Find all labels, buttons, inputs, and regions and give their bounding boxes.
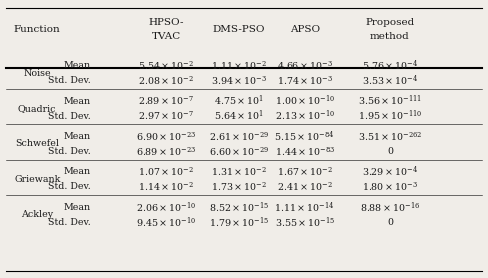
Text: $2.61\times10^{-29}$: $2.61\times10^{-29}$ (209, 130, 269, 143)
Text: TVAC: TVAC (151, 32, 181, 41)
Text: method: method (370, 32, 410, 41)
Text: HPSO-: HPSO- (148, 18, 184, 27)
Text: Std. Dev.: Std. Dev. (48, 111, 91, 121)
Text: $1.73\times10^{-2}$: $1.73\times10^{-2}$ (211, 180, 267, 193)
Text: $2.97\times10^{-7}$: $2.97\times10^{-7}$ (138, 110, 194, 122)
Text: $1.67\times10^{-2}$: $1.67\times10^{-2}$ (277, 166, 333, 178)
Text: Proposed: Proposed (366, 18, 415, 27)
Text: $5.64\times10^{1}$: $5.64\times10^{1}$ (214, 109, 264, 123)
Text: $1.95\times10^{-110}$: $1.95\times10^{-110}$ (358, 109, 422, 123)
Text: Quadric: Quadric (18, 104, 57, 113)
Text: $3.56\times10^{-111}$: $3.56\times10^{-111}$ (358, 94, 422, 108)
Text: $2.08\times10^{-2}$: $2.08\times10^{-2}$ (138, 74, 194, 87)
Text: $1.07\times10^{-2}$: $1.07\times10^{-2}$ (138, 166, 194, 178)
Text: $1.74\times10^{-3}$: $1.74\times10^{-3}$ (277, 74, 333, 87)
Text: $5.15\times10^{-84}$: $5.15\times10^{-84}$ (274, 129, 335, 144)
Text: $2.13\times10^{-10}$: $2.13\times10^{-10}$ (275, 109, 335, 123)
Text: Std. Dev.: Std. Dev. (48, 218, 91, 227)
Text: $1.44\times10^{-83}$: $1.44\times10^{-83}$ (275, 145, 335, 158)
Text: $4.66\times10^{-3}$: $4.66\times10^{-3}$ (277, 59, 333, 72)
Text: $2.41\times10^{-2}$: $2.41\times10^{-2}$ (277, 180, 333, 193)
Text: $1.80\times10^{-3}$: $1.80\times10^{-3}$ (362, 180, 418, 193)
Text: $5.54\times10^{-2}$: $5.54\times10^{-2}$ (138, 59, 194, 72)
Text: Mean: Mean (63, 96, 91, 106)
Text: $3.53\times10^{-4}$: $3.53\times10^{-4}$ (362, 73, 418, 88)
Text: $6.60\times10^{-29}$: $6.60\times10^{-29}$ (209, 145, 269, 158)
Text: $6.89\times10^{-23}$: $6.89\times10^{-23}$ (136, 145, 196, 158)
Text: $2.06\times10^{-10}$: $2.06\times10^{-10}$ (136, 200, 196, 215)
Text: $4.75\times10^{1}$: $4.75\times10^{1}$ (214, 94, 264, 108)
Text: $8.52\times10^{-15}$: $8.52\times10^{-15}$ (209, 200, 269, 215)
Text: Std. Dev.: Std. Dev. (48, 76, 91, 85)
Text: $1.79\times10^{-15}$: $1.79\times10^{-15}$ (209, 215, 269, 230)
Text: $3.29\times10^{-4}$: $3.29\times10^{-4}$ (362, 165, 418, 179)
Text: $3.51\times10^{-262}$: $3.51\times10^{-262}$ (358, 130, 422, 143)
Text: Ackley: Ackley (21, 210, 53, 219)
Text: Schwefel: Schwefel (15, 140, 59, 148)
Text: $5.76\times10^{-4}$: $5.76\times10^{-4}$ (362, 58, 418, 73)
Text: 0: 0 (387, 218, 393, 227)
Text: $3.94\times10^{-3}$: $3.94\times10^{-3}$ (211, 74, 267, 87)
Text: Std. Dev.: Std. Dev. (48, 147, 91, 156)
Text: Std. Dev.: Std. Dev. (48, 182, 91, 191)
Text: $8.88\times10^{-16}$: $8.88\times10^{-16}$ (360, 200, 420, 215)
Text: $1.00\times10^{-10}$: $1.00\times10^{-10}$ (275, 94, 335, 108)
Text: Noise: Noise (23, 69, 51, 78)
Text: 0: 0 (387, 147, 393, 156)
Text: $3.55\times10^{-15}$: $3.55\times10^{-15}$ (275, 215, 335, 230)
Text: Mean: Mean (63, 61, 91, 70)
Text: $1.14\times10^{-2}$: $1.14\times10^{-2}$ (138, 180, 194, 193)
Text: $1.11\times10^{-2}$: $1.11\times10^{-2}$ (211, 59, 267, 72)
Text: Griewank: Griewank (14, 175, 61, 184)
Text: DMS-PSO: DMS-PSO (213, 25, 265, 34)
Text: $1.31\times10^{-2}$: $1.31\times10^{-2}$ (211, 166, 267, 178)
Text: $2.89\times10^{-7}$: $2.89\times10^{-7}$ (138, 95, 194, 107)
Text: Function: Function (14, 25, 61, 34)
Text: Mean: Mean (63, 132, 91, 141)
Text: $6.90\times10^{-23}$: $6.90\times10^{-23}$ (136, 130, 196, 143)
Text: $1.11\times10^{-14}$: $1.11\times10^{-14}$ (274, 200, 335, 215)
Text: APSO: APSO (290, 25, 320, 34)
Text: $9.45\times10^{-10}$: $9.45\times10^{-10}$ (136, 215, 196, 230)
Text: Mean: Mean (63, 203, 91, 212)
Text: Mean: Mean (63, 167, 91, 177)
